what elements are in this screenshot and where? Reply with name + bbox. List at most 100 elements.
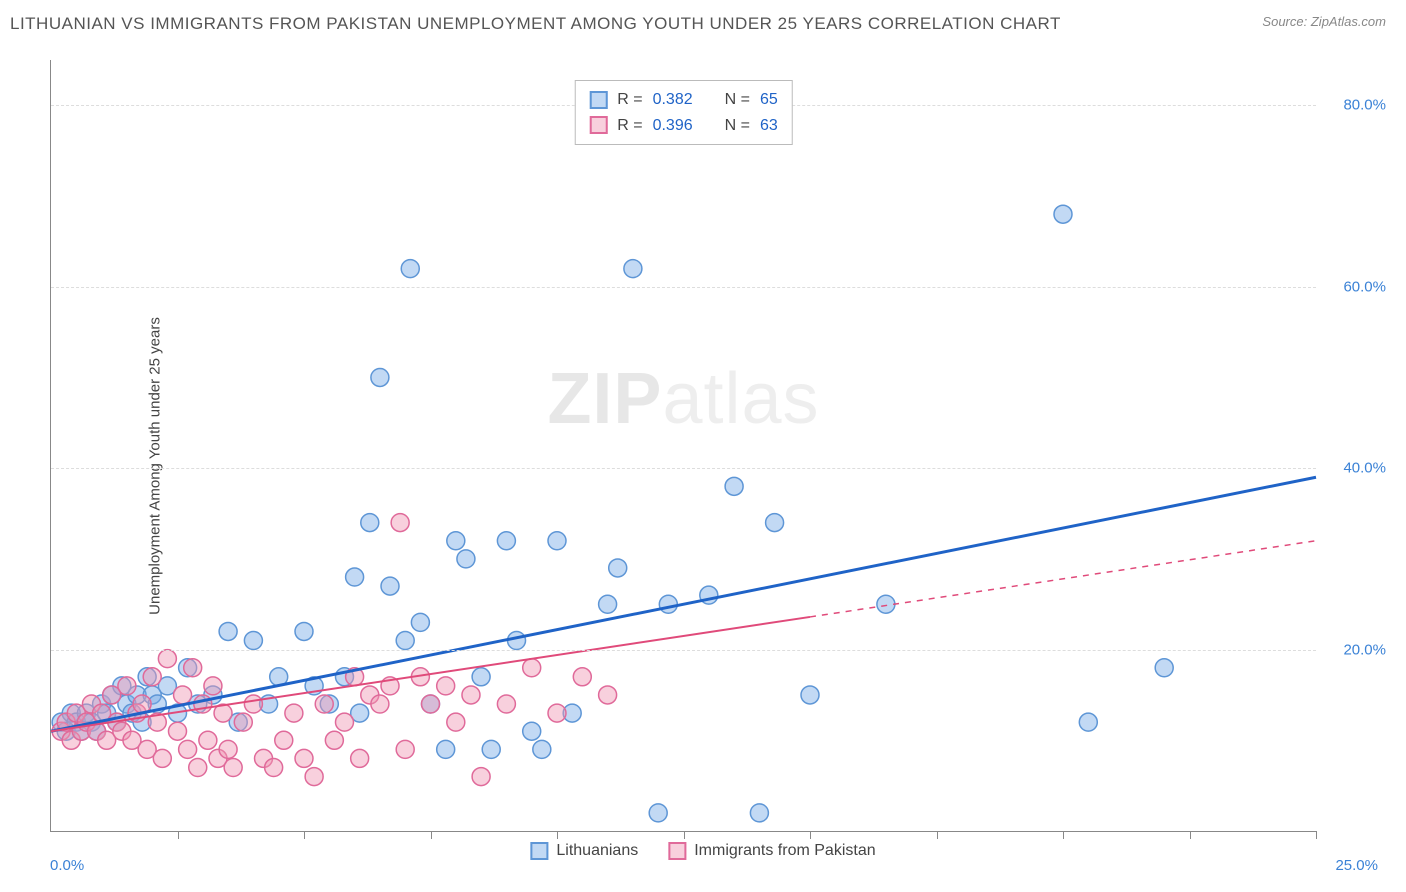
n-label: N = bbox=[725, 113, 750, 139]
scatter-point bbox=[244, 695, 262, 713]
scatter-point bbox=[624, 260, 642, 278]
scatter-point bbox=[523, 659, 541, 677]
scatter-point bbox=[189, 759, 207, 777]
scatter-point bbox=[391, 514, 409, 532]
scatter-point bbox=[153, 749, 171, 767]
scatter-point bbox=[482, 740, 500, 758]
scatter-point bbox=[1155, 659, 1173, 677]
scatter-point bbox=[275, 731, 293, 749]
x-tick bbox=[1063, 831, 1064, 839]
scatter-point bbox=[649, 804, 667, 822]
r-value: 0.382 bbox=[653, 87, 693, 113]
scatter-point bbox=[204, 677, 222, 695]
scatter-point bbox=[199, 731, 217, 749]
scatter-point bbox=[437, 740, 455, 758]
stats-legend: R = 0.382 N = 65R = 0.396 N = 63 bbox=[574, 80, 793, 145]
scatter-point bbox=[609, 559, 627, 577]
scatter-point bbox=[599, 686, 617, 704]
scatter-point bbox=[174, 686, 192, 704]
scatter-point bbox=[497, 532, 515, 550]
scatter-point bbox=[599, 595, 617, 613]
y-tick-label: 20.0% bbox=[1343, 641, 1386, 658]
scatter-point bbox=[244, 632, 262, 650]
r-label: R = bbox=[617, 87, 642, 113]
scatter-point bbox=[143, 668, 161, 686]
x-tick bbox=[684, 831, 685, 839]
trend-line bbox=[51, 617, 810, 731]
r-label: R = bbox=[617, 113, 642, 139]
scatter-point bbox=[877, 595, 895, 613]
scatter-point bbox=[219, 622, 237, 640]
scatter-point bbox=[346, 568, 364, 586]
r-value: 0.396 bbox=[653, 113, 693, 139]
x-tick bbox=[557, 831, 558, 839]
scatter-point bbox=[447, 532, 465, 550]
x-origin-label: 0.0% bbox=[50, 857, 84, 874]
stats-row: R =0.382N =65 bbox=[589, 87, 778, 113]
plot-area: ZIPatlas R =0.382N =65R =0.396N =63 20.0… bbox=[50, 60, 1316, 832]
gridline bbox=[51, 650, 1316, 651]
gridline bbox=[51, 287, 1316, 288]
scatter-point bbox=[801, 686, 819, 704]
scatter-point bbox=[371, 695, 389, 713]
legend-swatch bbox=[668, 842, 686, 860]
scatter-point bbox=[361, 514, 379, 532]
scatter-point bbox=[497, 695, 515, 713]
trend-line-dashed bbox=[810, 541, 1316, 617]
scatter-point bbox=[158, 650, 176, 668]
series-label: Lithuanians bbox=[556, 842, 638, 860]
scatter-point bbox=[169, 722, 187, 740]
scatter-point bbox=[725, 477, 743, 495]
y-tick-label: 80.0% bbox=[1343, 97, 1386, 114]
scatter-point bbox=[750, 804, 768, 822]
scatter-point bbox=[184, 659, 202, 677]
scatter-point bbox=[224, 759, 242, 777]
scatter-point bbox=[766, 514, 784, 532]
scatter-point bbox=[315, 695, 333, 713]
x-tick bbox=[937, 831, 938, 839]
scatter-point bbox=[533, 740, 551, 758]
scatter-point bbox=[371, 368, 389, 386]
scatter-point bbox=[335, 713, 353, 731]
n-value: 65 bbox=[760, 87, 778, 113]
legend-swatch bbox=[589, 116, 607, 134]
scatter-point bbox=[573, 668, 591, 686]
scatter-point bbox=[219, 740, 237, 758]
chart-container: Unemployment Among Youth under 25 years … bbox=[0, 40, 1406, 892]
scatter-point bbox=[396, 740, 414, 758]
n-value: 63 bbox=[760, 113, 778, 139]
x-max-label: 25.0% bbox=[1335, 857, 1378, 874]
scatter-point bbox=[447, 713, 465, 731]
scatter-point bbox=[411, 613, 429, 631]
scatter-point bbox=[179, 740, 197, 758]
source-value: ZipAtlas.com bbox=[1311, 14, 1386, 29]
x-tick bbox=[178, 831, 179, 839]
series-legend-item: Immigrants from Pakistan bbox=[668, 842, 875, 860]
scatter-point bbox=[396, 632, 414, 650]
x-tick bbox=[431, 831, 432, 839]
stats-row: R = 0.396 N = 63 bbox=[589, 113, 778, 139]
scatter-point bbox=[305, 768, 323, 786]
scatter-point bbox=[1054, 205, 1072, 223]
series-legend-item: Lithuanians bbox=[530, 842, 638, 860]
scatter-point bbox=[548, 532, 566, 550]
scatter-point bbox=[1079, 713, 1097, 731]
scatter-point bbox=[457, 550, 475, 568]
x-tick bbox=[304, 831, 305, 839]
series-label: Immigrants from Pakistan bbox=[694, 842, 875, 860]
series-legend: Lithuanians Immigrants from Pakistan bbox=[530, 842, 875, 860]
scatter-point bbox=[351, 749, 369, 767]
scatter-point bbox=[295, 749, 313, 767]
scatter-point bbox=[285, 704, 303, 722]
chart-title: LITHUANIAN VS IMMIGRANTS FROM PAKISTAN U… bbox=[10, 14, 1061, 34]
legend-swatch bbox=[589, 91, 607, 109]
x-tick bbox=[810, 831, 811, 839]
scatter-point bbox=[401, 260, 419, 278]
y-tick-label: 40.0% bbox=[1343, 460, 1386, 477]
source-attribution: Source: ZipAtlas.com bbox=[1262, 14, 1386, 29]
x-tick bbox=[1190, 831, 1191, 839]
scatter-point bbox=[437, 677, 455, 695]
source-label: Source: bbox=[1262, 14, 1307, 29]
scatter-point bbox=[548, 704, 566, 722]
trend-line bbox=[51, 477, 1316, 731]
